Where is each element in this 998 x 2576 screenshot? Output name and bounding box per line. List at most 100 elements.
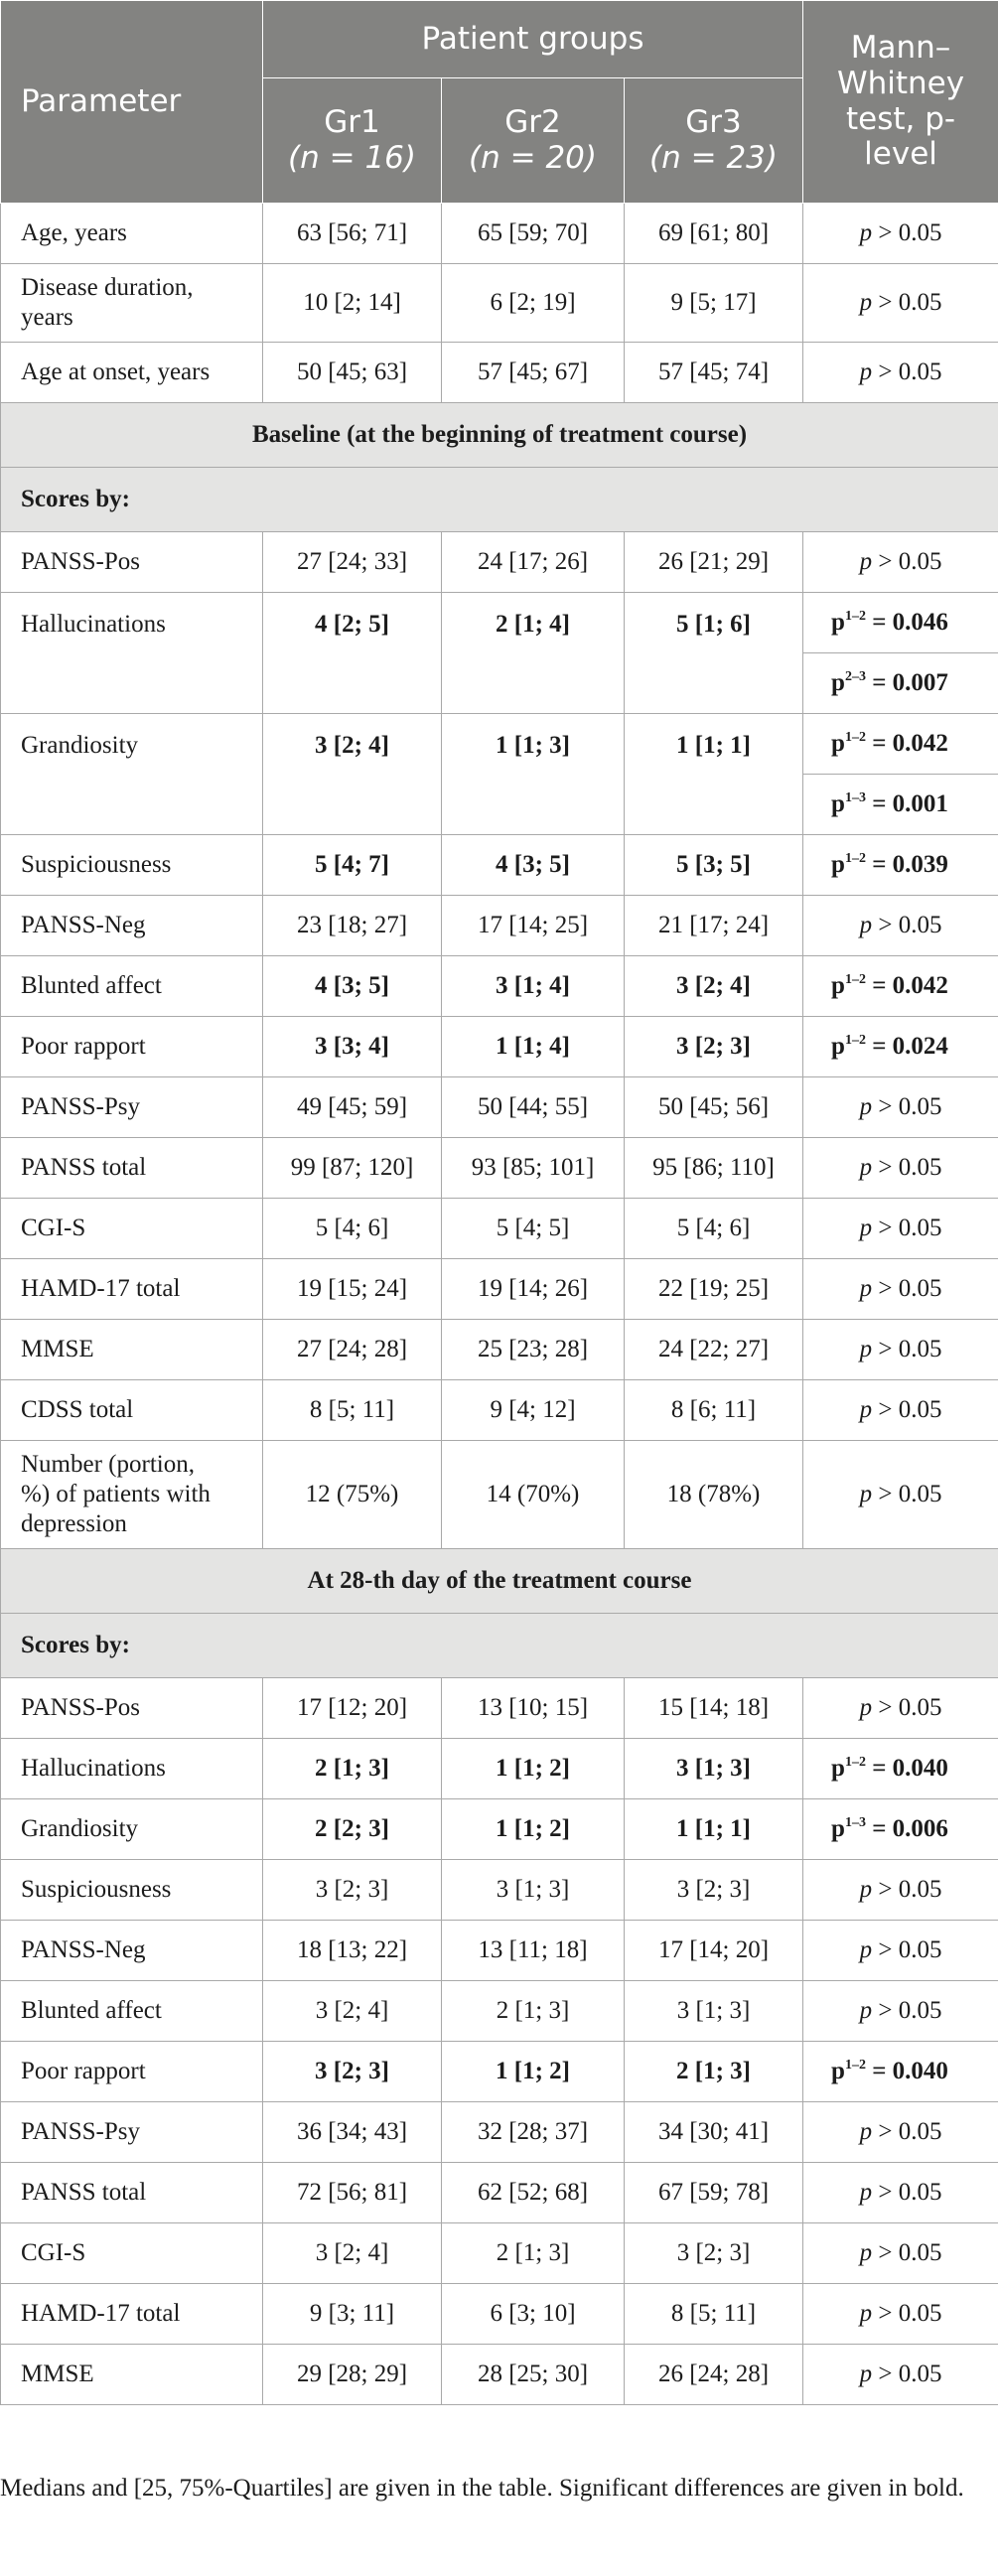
row-gr3-value: 3 [2; 3] — [623, 1859, 804, 1921]
row-parameter-line: Number (portion, — [21, 1451, 195, 1478]
row-gr1-value: 99 [87; 120] — [262, 1137, 442, 1199]
row-gr2-value: 13 [11; 18] — [441, 1920, 625, 1981]
p-symbol: p — [859, 358, 873, 385]
row-gr2-value: 17 [14; 25] — [441, 895, 625, 956]
row-gr3-value: 50 [45; 56] — [623, 1076, 804, 1138]
row-gr3-value: 34 [30; 41] — [623, 2101, 804, 2163]
row-parameter: PANSS-Neg — [0, 1920, 263, 1981]
p-symbol: p — [859, 2361, 873, 2387]
row-p-significant: p1–2 = 0.040 — [802, 1738, 998, 1799]
row-p-value: p > 0.05 — [802, 2101, 998, 2163]
row-parameter: Poor rapport — [0, 1016, 263, 1077]
row-parameter-line: depression — [21, 1510, 127, 1537]
p-comparison: 1–2 — [844, 609, 866, 624]
row-gr3-value: 17 [14; 20] — [623, 1920, 804, 1981]
p-comparison: 1–2 — [844, 972, 866, 987]
row-p-value: p > 0.05 — [802, 1920, 998, 1981]
row-parameter-line: %) of patients with — [21, 1481, 211, 1507]
p-comparison: 1–2 — [844, 1755, 866, 1770]
p-symbol: p — [859, 219, 873, 246]
row-gr2-value: 6 [3; 10] — [441, 2283, 625, 2345]
row-gr2-value: 50 [44; 55] — [441, 1076, 625, 1138]
row-parameter-line: Disease duration, — [21, 274, 194, 301]
p-symbol: p — [859, 1481, 873, 1507]
row-p-value: p > 0.05 — [802, 1677, 998, 1739]
row-gr3-value: 3 [2; 4] — [623, 955, 804, 1017]
row-gr3-value: 3 [2; 3] — [623, 1016, 804, 1077]
row-gr3-value: 5 [3; 5] — [623, 834, 804, 896]
row-gr3-value: 95 [86; 110] — [623, 1137, 804, 1199]
row-gr1-value: 63 [56; 71] — [262, 203, 442, 264]
header-test-line1: Mann– — [850, 30, 951, 67]
row-gr1-value: 3 [2; 3] — [262, 1859, 442, 1921]
row-parameter: PANSS-Pos — [0, 1677, 263, 1739]
row-gr3-value: 3 [2; 3] — [623, 2222, 804, 2284]
row-p-value: p > 0.05 — [802, 263, 998, 343]
row-gr1-value: 10 [2; 14] — [262, 263, 442, 343]
header-mann-whitney: Mann– Whitney test, p- level — [802, 0, 998, 204]
section-scores-by-day28-label: Scores by: — [0, 1613, 998, 1678]
table-header: Parameter Patient groups Mann– Whitney t… — [0, 0, 998, 204]
row-parameter: PANSS-Psy — [0, 2101, 263, 2163]
row-parameter: Grandiosity — [0, 1798, 263, 1860]
row-p-value: p > 0.05 — [802, 2162, 998, 2223]
header-group-2: Gr2 (n = 20) — [441, 77, 625, 204]
table-footnote: Medians and [25, 75%-Quartiles] are give… — [0, 2475, 964, 2502]
row-parameter: Age at onset, years — [0, 342, 263, 403]
row-gr1-value: 3 [2; 4] — [262, 713, 442, 835]
section-day28: At 28-th day of the treatment course — [0, 1548, 998, 1614]
header-test-line4: level — [864, 136, 937, 173]
p-symbol: p — [859, 2239, 873, 2266]
p-symbol: p — [859, 1154, 873, 1181]
row-gr3-value: 69 [61; 80] — [623, 203, 804, 264]
p-value: = 0.039 — [865, 851, 948, 878]
p-symbol: p — [859, 1396, 873, 1423]
p-value: = 0.024 — [865, 1033, 948, 1060]
row-parameter: PANSS total — [0, 1137, 263, 1199]
row-gr3-value: 26 [24; 28] — [623, 2344, 804, 2405]
table-row: MMSE 27 [24; 28] 25 [23; 28] 24 [22; 27] p >… — [0, 1319, 998, 1380]
row-gr2-value: 3 [1; 4] — [441, 955, 625, 1017]
table-row: Poor rapport 3 [3; 4] 1 [1; 4] 3 [2; 3] p1–2… — [0, 1016, 998, 1077]
row-gr3-value: 5 [4; 6] — [623, 1198, 804, 1259]
row-gr3-value: 9 [5; 17] — [623, 263, 804, 343]
row-parameter: Age, years — [0, 203, 263, 264]
row-gr1-value: 3 [2; 3] — [262, 2041, 442, 2102]
row-gr3-value: 8 [5; 11] — [623, 2283, 804, 2345]
p-symbol: p — [859, 2300, 873, 2327]
section-day28-label: At 28-th day of the treatment course — [0, 1548, 998, 1614]
row-parameter: Suspiciousness — [0, 834, 263, 896]
table-row: Grandiosity 3 [2; 4] 1 [1; 3] 1 [1; 1] p1–2 … — [0, 713, 998, 835]
p-value: = 0.046 — [865, 609, 948, 636]
row-p-significant: p2–3 = 0.007 — [802, 652, 998, 714]
row-gr3-value: 18 (78%) — [623, 1440, 804, 1549]
row-gr2-value: 24 [17; 26] — [441, 531, 625, 593]
p-symbol: p — [831, 1815, 845, 1842]
row-gr1-value: 4 [2; 5] — [262, 592, 442, 714]
table-row: Suspiciousness 3 [2; 3] 3 [1; 3] 3 [2; 3] p … — [0, 1859, 998, 1921]
p-value: = 0.040 — [865, 2058, 948, 2084]
row-gr1-value: 27 [24; 28] — [262, 1319, 442, 1380]
row-gr3-value: 26 [21; 29] — [623, 531, 804, 593]
table-row: Grandiosity 2 [2; 3] 1 [1; 2] 1 [1; 1] p1–3 … — [0, 1798, 998, 1860]
p-symbol: p — [859, 1093, 873, 1120]
p-value: = 0.040 — [865, 1755, 948, 1782]
p-symbol: p — [859, 2118, 873, 2145]
row-gr3-value: 57 [45; 74] — [623, 342, 804, 403]
p-symbol: p — [831, 972, 845, 999]
section-scores-by-baseline-label: Scores by: — [0, 467, 998, 532]
table-row: Age at onset, years 50 [45; 63] 57 [45; 67… — [0, 342, 998, 403]
row-parameter: CDSS total — [0, 1379, 263, 1441]
row-parameter: Hallucinations — [0, 592, 263, 714]
row-gr1-value: 17 [12; 20] — [262, 1677, 442, 1739]
table-row: PANSS-Pos 27 [24; 33] 24 [17; 26] 26 [21; 2… — [0, 531, 998, 593]
row-gr1-value: 9 [3; 11] — [262, 2283, 442, 2345]
p-value: = 0.006 — [865, 1815, 948, 1842]
table-row: PANSS-Pos 17 [12; 20] 13 [10; 15] 15 [14; 1… — [0, 1677, 998, 1739]
table-row: MMSE 29 [28; 29] 28 [25; 30] 26 [24; 28] p >… — [0, 2344, 998, 2405]
row-gr1-value: 3 [2; 4] — [262, 1980, 442, 2042]
row-gr2-value: 65 [59; 70] — [441, 203, 625, 264]
row-gr2-value: 62 [52; 68] — [441, 2162, 625, 2223]
row-gr3-value: 67 [59; 78] — [623, 2162, 804, 2223]
row-p-value: p > 0.05 — [802, 203, 998, 264]
